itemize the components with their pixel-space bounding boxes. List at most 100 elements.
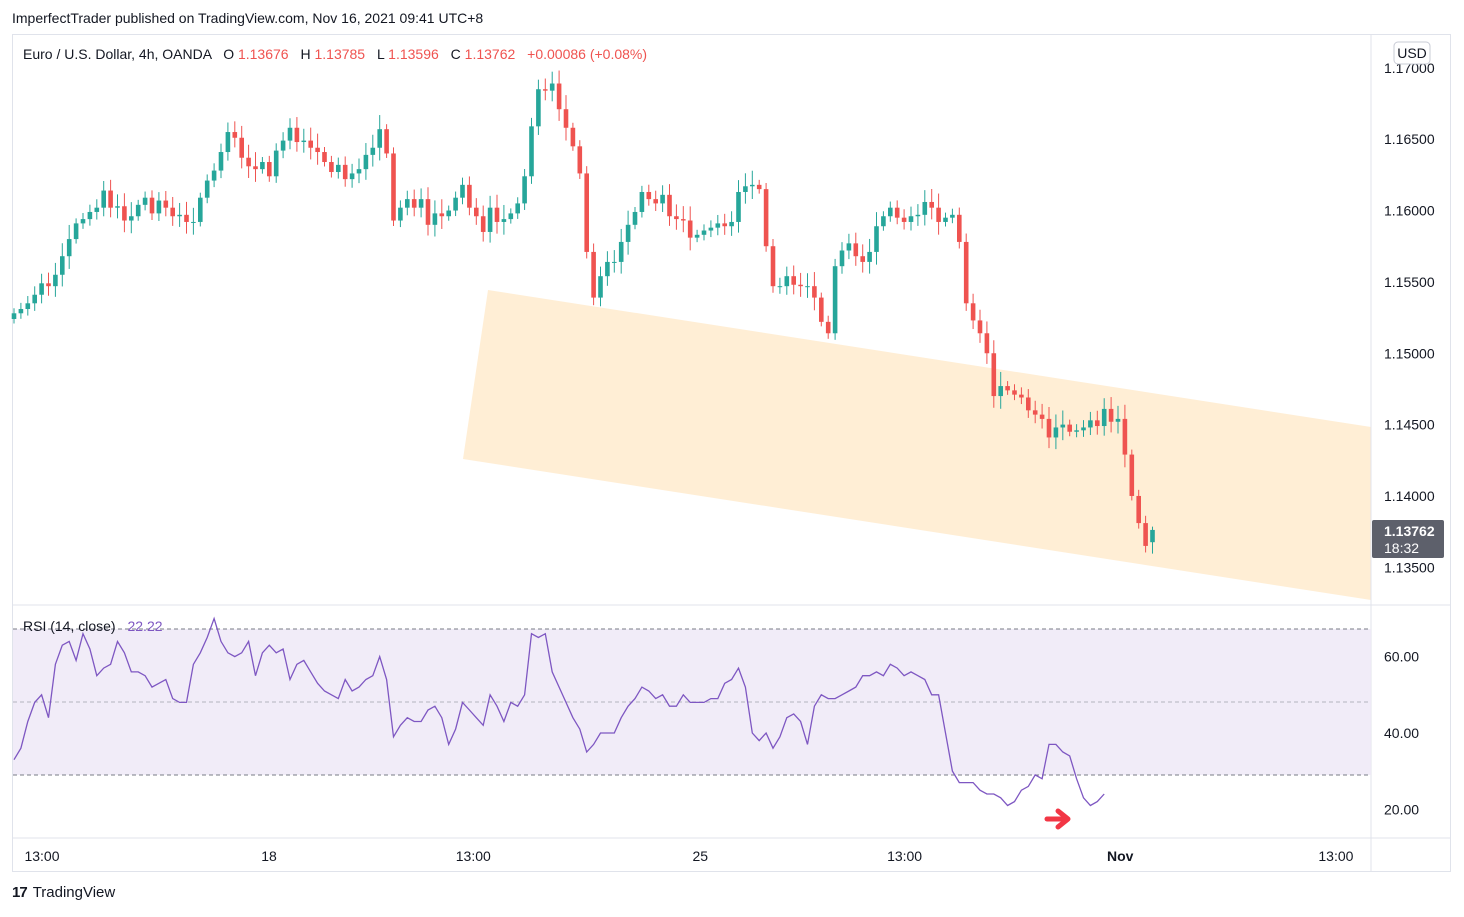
candle [60,243,65,287]
candle [94,199,100,220]
candle [798,272,803,297]
candle [874,212,879,265]
tradingview-logo-icon: 17 [12,884,28,901]
candle [177,202,182,227]
candle [646,184,652,206]
candle [1150,526,1155,554]
candle [563,95,569,141]
candle [1095,410,1100,435]
candle [253,152,258,182]
candle [591,243,596,306]
candle [881,211,886,231]
candle [198,192,203,227]
candle [756,179,762,194]
candle [108,179,113,218]
time-scale[interactable]: 13:001813:002513:00Nov13:00814:001514:00… [24,848,1464,864]
price-tick-label: 1.15000 [1384,345,1435,361]
candle [736,180,741,233]
candle [543,78,548,101]
candle [998,371,1003,409]
rsi-tick-label: 40.00 [1384,725,1419,741]
currency-button[interactable] [1393,41,1431,65]
candle [246,144,251,178]
candle [915,204,921,226]
candle [805,273,810,298]
open-label: O [223,46,234,62]
candle [770,238,776,293]
candle [80,212,86,229]
bar-countdown: 18:32 [1384,540,1419,556]
last-price-tag [1372,520,1444,558]
candle [53,262,58,297]
candle [1129,449,1135,501]
candle [1053,414,1059,450]
candle [867,238,872,274]
candle [584,166,589,259]
candle [667,184,672,226]
candle [405,190,410,216]
candle [1143,515,1148,553]
candle [73,218,79,244]
candle [191,207,196,235]
candle [115,194,120,219]
candle [239,125,244,169]
candle [729,211,734,236]
candle [701,224,707,241]
ohlc-legend[interactable]: Euro / U.S. Dollar, 4h, OANDA O 1.13676 … [23,46,647,62]
time-tick-label: 25 [693,848,709,864]
candle [922,190,928,226]
candle [791,265,796,295]
rsi-legend[interactable]: RSI (14, close) 22.22 [23,618,163,634]
candle [860,244,865,273]
candle [170,196,175,226]
candlestick-series [11,70,1155,554]
candle [329,155,334,178]
candle [135,199,141,221]
candle [66,224,72,269]
candle [467,176,472,216]
candle [184,201,189,234]
footer-brand[interactable]: 17 TradingView [12,884,115,901]
candle [1032,400,1038,424]
candle [1108,397,1114,433]
candle [1005,381,1010,395]
arrow-right-icon[interactable] [1044,808,1071,830]
price-tick-label: 1.13500 [1384,559,1435,575]
candle [888,201,893,222]
candle [660,185,665,213]
close-label: C [451,46,461,62]
candle [163,190,169,217]
candle [853,232,859,266]
candle [681,206,686,233]
candle [929,188,934,220]
candle [336,157,341,179]
candle [743,173,748,204]
candle [487,195,493,243]
candle [315,133,320,165]
candle [901,209,907,230]
candle [577,140,583,179]
candle [605,251,610,286]
high-label: H [300,46,310,62]
candle [1081,420,1086,437]
candle [480,205,486,242]
low-value: 1.13596 [388,46,439,62]
price-tick-label: 1.15500 [1384,274,1435,290]
rsi-scale: 60.00 40.00 20.00 [1384,649,1419,818]
candle [977,309,983,343]
candle [398,200,403,228]
candle [1115,405,1121,434]
candle [1088,411,1093,436]
time-tick-label: 13:00 [456,848,491,864]
candle [232,121,238,148]
price-tick-label: 1.16500 [1384,131,1435,147]
candle [391,147,396,227]
candle [832,258,838,340]
candle [432,200,438,237]
currency-label: USD [1397,45,1427,61]
price-scale[interactable]: 1.170001.165001.160001.155001.150001.145… [1384,60,1435,575]
candle [908,206,914,231]
price-channel[interactable] [463,290,1371,600]
candle [1067,419,1072,437]
